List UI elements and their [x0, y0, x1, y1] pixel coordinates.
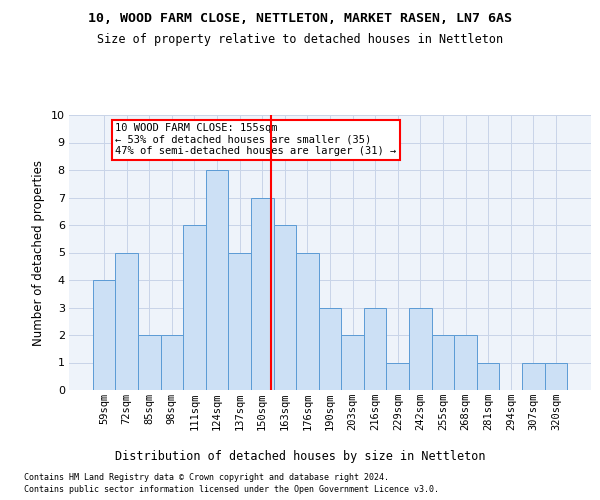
- Bar: [251, 198, 274, 390]
- Bar: [409, 308, 431, 390]
- Bar: [183, 225, 206, 390]
- Bar: [431, 335, 454, 390]
- Text: 10 WOOD FARM CLOSE: 155sqm
← 53% of detached houses are smaller (35)
47% of semi: 10 WOOD FARM CLOSE: 155sqm ← 53% of deta…: [115, 123, 397, 156]
- Bar: [138, 335, 161, 390]
- Bar: [206, 170, 229, 390]
- Bar: [274, 225, 296, 390]
- Bar: [296, 252, 319, 390]
- Text: 10, WOOD FARM CLOSE, NETTLETON, MARKET RASEN, LN7 6AS: 10, WOOD FARM CLOSE, NETTLETON, MARKET R…: [88, 12, 512, 26]
- Bar: [229, 252, 251, 390]
- Bar: [364, 308, 386, 390]
- Bar: [161, 335, 183, 390]
- Text: Size of property relative to detached houses in Nettleton: Size of property relative to detached ho…: [97, 32, 503, 46]
- Bar: [93, 280, 115, 390]
- Bar: [341, 335, 364, 390]
- Bar: [454, 335, 477, 390]
- Text: Contains public sector information licensed under the Open Government Licence v3: Contains public sector information licen…: [24, 485, 439, 494]
- Bar: [477, 362, 499, 390]
- Bar: [115, 252, 138, 390]
- Text: Contains HM Land Registry data © Crown copyright and database right 2024.: Contains HM Land Registry data © Crown c…: [24, 472, 389, 482]
- Text: Distribution of detached houses by size in Nettleton: Distribution of detached houses by size …: [115, 450, 485, 463]
- Y-axis label: Number of detached properties: Number of detached properties: [32, 160, 45, 346]
- Bar: [545, 362, 567, 390]
- Bar: [522, 362, 545, 390]
- Bar: [386, 362, 409, 390]
- Bar: [319, 308, 341, 390]
